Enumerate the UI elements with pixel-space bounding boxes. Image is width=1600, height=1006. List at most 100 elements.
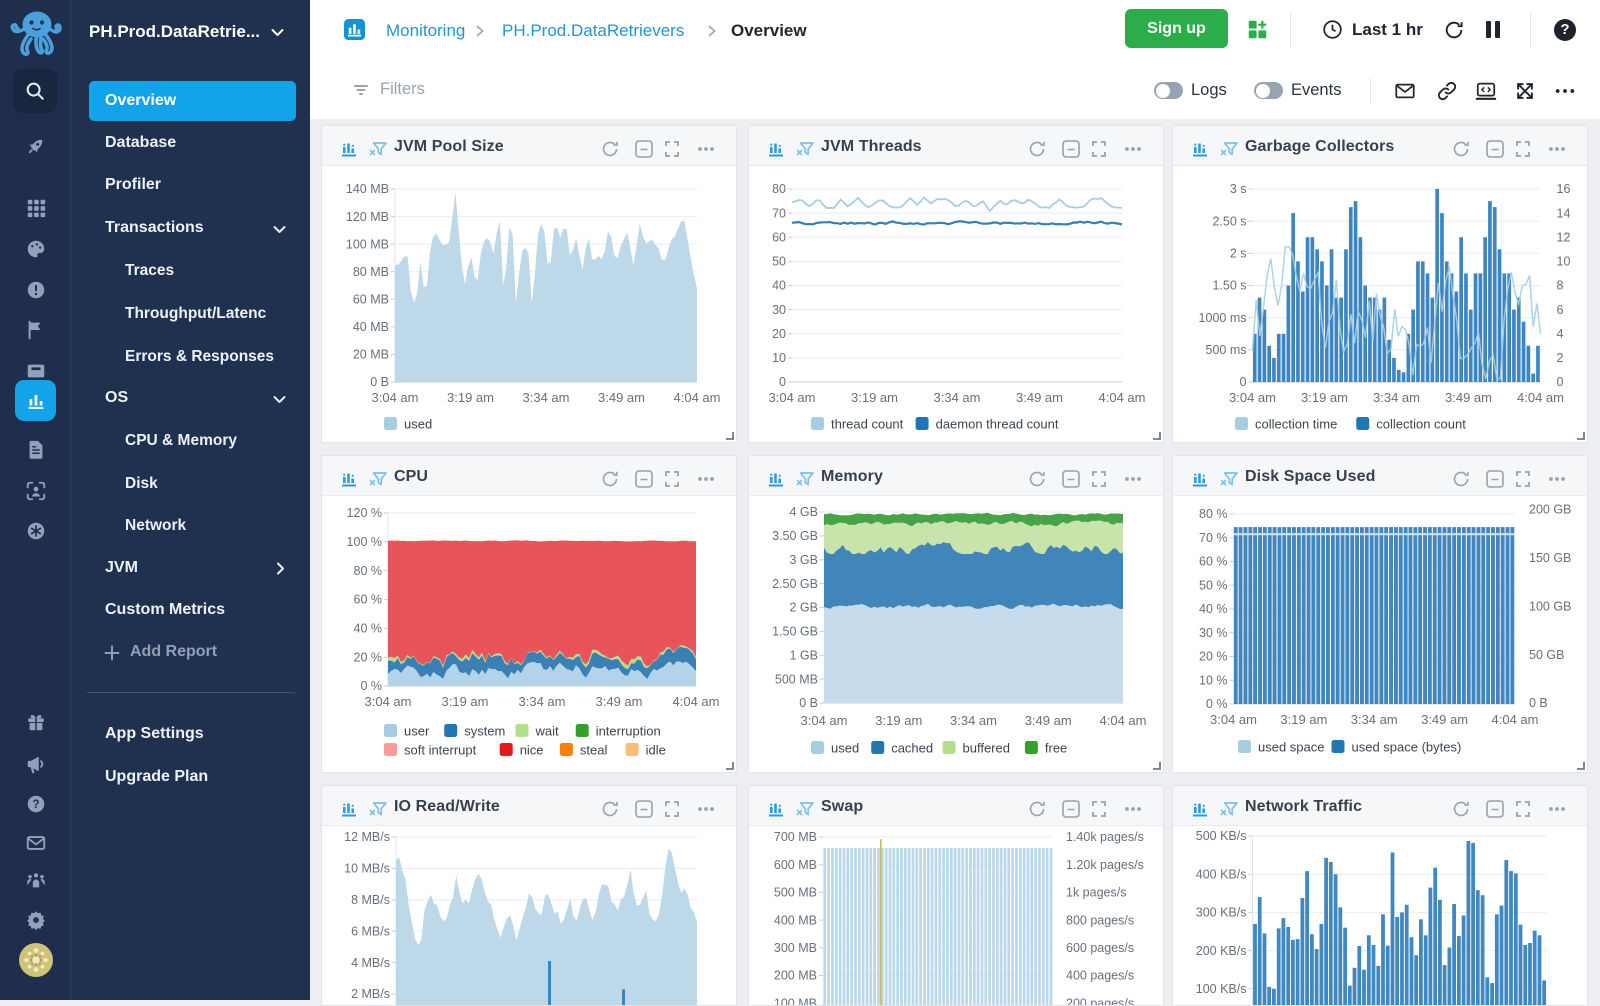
svg-text:0: 0 — [779, 375, 786, 389]
svg-text:8 MB/s: 8 MB/s — [351, 893, 390, 907]
svg-text:wait: wait — [535, 724, 560, 739]
svg-text:3:49 am: 3:49 am — [598, 390, 645, 405]
svg-text:100 MB: 100 MB — [774, 996, 817, 1006]
svg-text:collection count: collection count — [1376, 417, 1466, 432]
svg-text:40 MB: 40 MB — [353, 320, 389, 334]
svg-text:4: 4 — [1557, 327, 1564, 341]
svg-text:30: 30 — [772, 303, 786, 317]
svg-text:1.20k pages/s: 1.20k pages/s — [1066, 858, 1144, 872]
svg-text:thread count: thread count — [831, 417, 904, 432]
svg-text:steal: steal — [580, 743, 608, 758]
svg-text:20 %: 20 % — [354, 650, 383, 664]
svg-text:3:04 am: 3:04 am — [1229, 390, 1276, 405]
svg-text:4:04 am: 4:04 am — [673, 694, 720, 709]
svg-text:100 %: 100 % — [347, 535, 382, 549]
svg-text:3:19 am: 3:19 am — [442, 694, 489, 709]
svg-text:2: 2 — [1557, 351, 1564, 365]
svg-text:4:04 am: 4:04 am — [1517, 390, 1564, 405]
svg-text:0 B: 0 B — [799, 696, 818, 710]
svg-text:100 KB/s: 100 KB/s — [1196, 982, 1247, 996]
svg-text:600 pages/s: 600 pages/s — [1066, 941, 1134, 955]
svg-text:0 B: 0 B — [1529, 696, 1548, 710]
svg-text:3:49 am: 3:49 am — [1421, 712, 1468, 727]
svg-text:12: 12 — [1557, 231, 1571, 245]
svg-text:0 %: 0 % — [1206, 697, 1228, 711]
svg-text:idle: idle — [646, 743, 666, 758]
svg-text:0 B: 0 B — [370, 375, 389, 389]
svg-text:400 pages/s: 400 pages/s — [1066, 969, 1134, 983]
svg-text:10: 10 — [1557, 255, 1571, 269]
svg-text:40 %: 40 % — [1199, 602, 1228, 616]
svg-text:3:19 am: 3:19 am — [851, 390, 898, 405]
svg-text:buffered: buffered — [963, 741, 1010, 756]
svg-text:daemon thread count: daemon thread count — [936, 417, 1059, 432]
svg-text:6: 6 — [1557, 303, 1564, 317]
svg-text:8: 8 — [1557, 279, 1564, 293]
svg-text:200 pages/s: 200 pages/s — [1066, 996, 1134, 1006]
svg-text:3:19 am: 3:19 am — [1301, 390, 1348, 405]
svg-text:50 GB: 50 GB — [1529, 648, 1564, 662]
svg-text:3:34 am: 3:34 am — [1351, 712, 1398, 727]
svg-text:4 MB/s: 4 MB/s — [351, 956, 390, 970]
svg-text:100 GB: 100 GB — [1529, 600, 1571, 614]
svg-text:3:04 am: 3:04 am — [365, 694, 412, 709]
svg-text:3:34 am: 3:34 am — [934, 390, 981, 405]
svg-text:40 %: 40 % — [354, 622, 383, 636]
svg-text:14: 14 — [1557, 206, 1571, 220]
svg-text:200 MB: 200 MB — [774, 969, 817, 983]
svg-text:2 s: 2 s — [1230, 247, 1247, 261]
svg-text:3 GB: 3 GB — [790, 553, 819, 567]
svg-text:3:04 am: 3:04 am — [769, 390, 816, 405]
svg-text:70 %: 70 % — [1199, 531, 1228, 545]
svg-text:3:34 am: 3:34 am — [950, 713, 997, 728]
svg-text:700 MB: 700 MB — [774, 830, 817, 844]
svg-text:interruption: interruption — [596, 724, 661, 739]
svg-text:3:34 am: 3:34 am — [1373, 390, 1420, 405]
svg-text:200 KB/s: 200 KB/s — [1196, 944, 1247, 958]
svg-text:6 MB/s: 6 MB/s — [351, 924, 390, 938]
svg-text:120 %: 120 % — [347, 506, 382, 520]
svg-text:20 MB: 20 MB — [353, 348, 389, 362]
svg-text:1.50 GB: 1.50 GB — [772, 625, 818, 639]
svg-text:12 MB/s: 12 MB/s — [344, 830, 390, 844]
svg-text:40: 40 — [772, 279, 786, 293]
svg-text:4 GB: 4 GB — [790, 505, 819, 519]
svg-text:3:49 am: 3:49 am — [1016, 390, 1063, 405]
svg-text:800 pages/s: 800 pages/s — [1066, 913, 1134, 927]
svg-text:600 MB: 600 MB — [774, 858, 817, 872]
svg-text:500 KB/s: 500 KB/s — [1196, 829, 1247, 843]
svg-text:system: system — [464, 724, 505, 739]
svg-text:50 %: 50 % — [1199, 579, 1228, 593]
svg-text:3:04 am: 3:04 am — [1210, 712, 1257, 727]
svg-text:300 KB/s: 300 KB/s — [1196, 906, 1247, 920]
svg-text:3:34 am: 3:34 am — [523, 390, 570, 405]
svg-text:collection time: collection time — [1255, 417, 1337, 432]
svg-text:30 %: 30 % — [1199, 626, 1228, 640]
svg-text:20: 20 — [772, 327, 786, 341]
svg-text:4:04 am: 4:04 am — [1099, 390, 1146, 405]
svg-text:1.40k pages/s: 1.40k pages/s — [1066, 830, 1144, 844]
svg-text:nice: nice — [520, 743, 544, 758]
svg-text:2.50 s: 2.50 s — [1212, 214, 1246, 228]
svg-text:1000 ms: 1000 ms — [1199, 311, 1247, 325]
svg-text:used: used — [831, 741, 859, 756]
svg-text:4:04 am: 4:04 am — [1492, 712, 1539, 727]
svg-text:3:19 am: 3:19 am — [1280, 712, 1327, 727]
svg-text:0: 0 — [1240, 375, 1247, 389]
svg-text:140 MB: 140 MB — [346, 182, 389, 196]
svg-text:2.50 GB: 2.50 GB — [772, 577, 818, 591]
svg-text:1 GB: 1 GB — [790, 648, 819, 662]
svg-text:cached: cached — [891, 741, 933, 756]
svg-text:3:49 am: 3:49 am — [1025, 713, 1072, 728]
svg-text:soft interrupt: soft interrupt — [404, 743, 477, 758]
svg-text:4:04 am: 4:04 am — [1100, 713, 1147, 728]
svg-text:60 %: 60 % — [354, 593, 383, 607]
svg-text:3:19 am: 3:19 am — [447, 390, 494, 405]
svg-text:300 MB: 300 MB — [774, 941, 817, 955]
svg-text:400 MB: 400 MB — [774, 913, 817, 927]
svg-text:150 GB: 150 GB — [1529, 551, 1571, 565]
svg-text:500 MB: 500 MB — [774, 886, 817, 900]
svg-text:1.50 s: 1.50 s — [1212, 279, 1246, 293]
svg-text:80 MB: 80 MB — [353, 265, 389, 279]
svg-text:user: user — [404, 724, 430, 739]
